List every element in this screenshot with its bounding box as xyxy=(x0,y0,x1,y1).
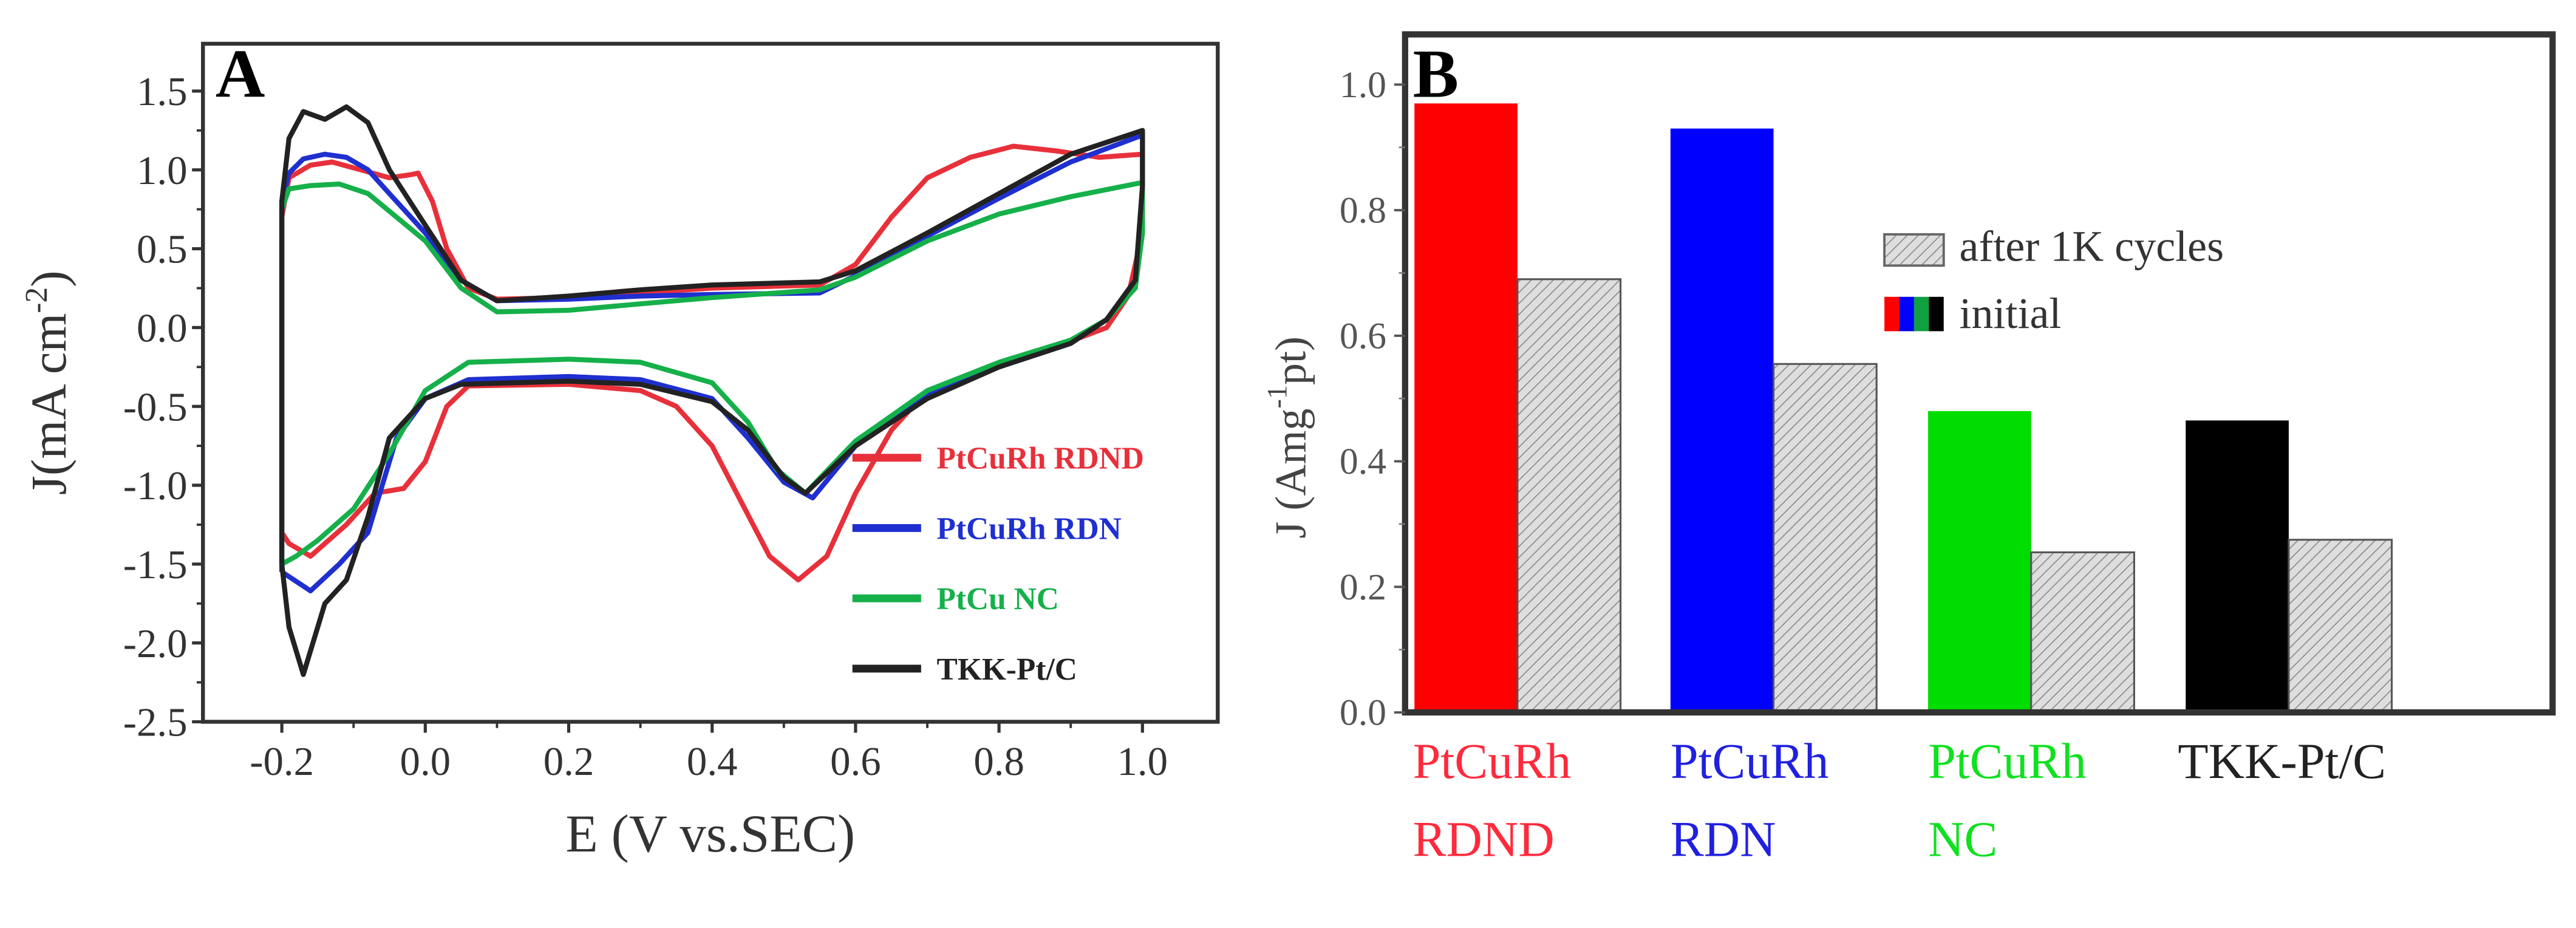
y-tick-label: 0.5 xyxy=(137,227,188,272)
legend-swatch-segment xyxy=(1884,296,1900,332)
x-tick-label: -0.2 xyxy=(250,739,314,784)
legend-label: PtCuRh RDND xyxy=(937,442,1144,476)
y-tick-label: 1.0 xyxy=(1340,64,1386,106)
bar-initial xyxy=(1414,103,1518,713)
category-label-line2: NC xyxy=(1928,812,1997,867)
x-tick-label: 0.8 xyxy=(973,739,1024,784)
bar-initial xyxy=(1670,128,1774,713)
y-tick-label: 0.0 xyxy=(1340,692,1386,734)
legend: after 1K cycles initial xyxy=(1883,222,2224,338)
legend-label: TKK-Pt/C xyxy=(937,652,1077,687)
bar-after-1k-cycles xyxy=(2030,551,2135,714)
y-tick-label: 1.0 xyxy=(137,148,188,193)
legend-label-after: after 1K cycles xyxy=(1959,222,2224,271)
category-label-line2: RDN xyxy=(1671,812,1776,867)
panel-label-a: A xyxy=(216,36,265,112)
category-labels: PtCuRh RDND PtCuRh RDN PtCuRh NC TKK-Pt/C xyxy=(1413,734,2387,867)
legend-label: PtCu NC xyxy=(937,582,1059,616)
x-tick-label: 0.0 xyxy=(400,739,451,784)
legend-swatch-segment xyxy=(1913,296,1929,332)
y-tick-label: -1.5 xyxy=(123,542,188,587)
bar-initial xyxy=(1928,411,2031,713)
category-label-line2: RDND xyxy=(1413,812,1555,867)
y-tick-label: 1.5 xyxy=(137,69,188,114)
y-tick-label: 0.0 xyxy=(137,305,188,350)
y-tick-label: 0.6 xyxy=(1340,315,1386,357)
bar-after-1k-cycles xyxy=(1773,363,1878,714)
axis-ticks: 0.0 0.2 0.4 0.6 0.8 1.0 xyxy=(1340,64,1405,734)
legend-label-initial: initial xyxy=(1959,289,2061,338)
bar-after-1k-cycles xyxy=(1516,278,1622,714)
axis-ticks: 1.5 1.0 0.5 0.0 -0.5 -1.0 -1.5 -2.0 -2.5 -0.2 0.0 0… xyxy=(123,69,1168,784)
plot-frame xyxy=(201,41,1220,724)
cv-series-3 xyxy=(279,104,1145,677)
legend-swatch-segment xyxy=(1899,296,1914,332)
panel-label-b: B xyxy=(1413,36,1459,112)
bar-after-1k-cycles xyxy=(2288,539,2393,714)
legend: PtCuRh RDND PtCuRh RDN PtCu NC TKK-Pt/C xyxy=(852,442,1144,687)
plot-frame xyxy=(1402,31,2556,716)
legend-label: PtCuRh RDN xyxy=(937,511,1122,546)
bars xyxy=(1414,103,2393,714)
y-tick-label: -1.0 xyxy=(123,463,188,508)
y-tick-label: 0.4 xyxy=(1340,441,1386,482)
y-tick-label: -0.5 xyxy=(123,384,188,429)
legend-swatch-initial xyxy=(1884,296,1944,332)
category-label-line1: TKK-Pt/C xyxy=(2178,734,2386,789)
legend-swatch-segment xyxy=(1929,296,1944,332)
category-label-line1: PtCuRh xyxy=(1928,734,2087,789)
cv-curves xyxy=(279,104,1145,677)
x-tick-label: 1.0 xyxy=(1117,739,1168,784)
x-tick-label: 0.4 xyxy=(687,739,738,784)
y-tick-label: -2.5 xyxy=(123,700,188,745)
legend-swatch-after xyxy=(1883,233,1945,267)
bar-chart: 0.0 0.2 0.4 0.6 0.8 1.0 B J (Amg-1pt) PtCuRh R… xyxy=(1262,31,2556,867)
y-tick-label: 0.2 xyxy=(1340,567,1386,608)
x-tick-label: 0.6 xyxy=(830,739,881,784)
category-label-line1: PtCuRh xyxy=(1413,734,1572,789)
bar-initial xyxy=(2186,420,2289,713)
y-axis-label: J (Amg-1pt) xyxy=(1262,336,1315,539)
cv-chart: 1.5 1.0 0.5 0.0 -0.5 -1.0 -1.5 -2.0 -2.5 -0.2 0.0 0… xyxy=(19,36,1220,863)
y-tick-label: -2.0 xyxy=(123,621,188,666)
y-tick-label: 0.8 xyxy=(1340,190,1386,231)
y-axis-label: J(mA cm-2) xyxy=(19,270,77,495)
x-tick-label: 0.2 xyxy=(543,739,595,784)
category-label-line1: PtCuRh xyxy=(1671,734,1829,789)
x-axis-label: E (V vs.SEC) xyxy=(565,804,855,863)
cv-series-2 xyxy=(279,180,1145,567)
